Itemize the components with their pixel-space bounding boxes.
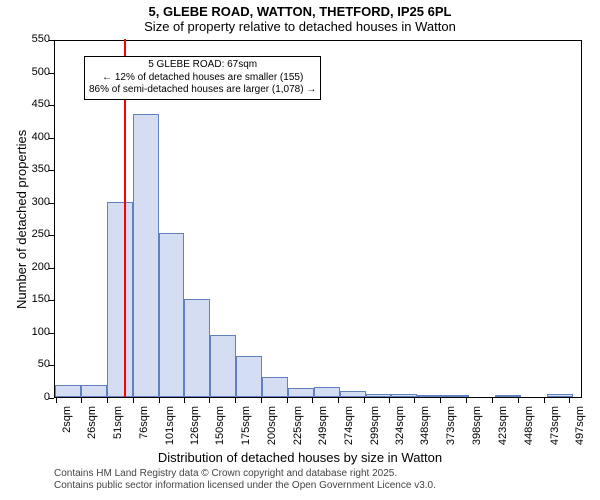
y-tick-label: 300 xyxy=(22,196,50,208)
y-tick-mark xyxy=(49,300,54,301)
annotation-line-2: ← 12% of detached houses are smaller (15… xyxy=(89,72,316,85)
attribution-line-2: Contains public sector information licen… xyxy=(54,480,436,492)
x-tick-label: 200sqm xyxy=(266,406,278,446)
x-tick-mark xyxy=(209,398,210,403)
y-tick-label: 500 xyxy=(22,66,50,78)
title-line-1: 5, GLEBE ROAD, WATTON, THETFORD, IP25 6P… xyxy=(0,4,600,19)
histogram-bar xyxy=(184,299,210,397)
title-line-2: Size of property relative to detached ho… xyxy=(0,19,600,34)
y-tick-mark xyxy=(49,40,54,41)
x-tick-mark xyxy=(440,398,441,403)
x-tick-label: 76sqm xyxy=(138,406,150,446)
histogram-bar xyxy=(443,395,469,397)
x-tick-mark xyxy=(56,398,57,403)
histogram-bar xyxy=(288,388,314,397)
histogram-bar xyxy=(107,202,133,397)
x-tick-mark xyxy=(287,398,288,403)
y-tick-label: 100 xyxy=(22,326,50,338)
histogram-bar xyxy=(391,394,417,397)
histogram-bar xyxy=(495,395,521,397)
y-tick-mark xyxy=(49,365,54,366)
x-tick-mark xyxy=(518,398,519,403)
x-tick-label: 373sqm xyxy=(445,406,457,446)
y-tick-mark xyxy=(49,73,54,74)
y-tick-label: 50 xyxy=(22,358,50,370)
histogram-bar xyxy=(366,394,392,397)
y-tick-label: 250 xyxy=(22,228,50,240)
y-tick-mark xyxy=(49,235,54,236)
x-tick-mark xyxy=(544,398,545,403)
x-tick-mark xyxy=(235,398,236,403)
x-tick-mark xyxy=(261,398,262,403)
x-axis-label: Distribution of detached houses by size … xyxy=(0,450,600,465)
attribution-line-1: Contains HM Land Registry data © Crown c… xyxy=(54,468,436,480)
x-tick-label: 101sqm xyxy=(164,406,176,446)
x-tick-mark xyxy=(81,398,82,403)
x-tick-mark xyxy=(338,398,339,403)
x-tick-label: 448sqm xyxy=(523,406,535,446)
x-tick-label: 497sqm xyxy=(574,406,586,446)
x-tick-label: 51sqm xyxy=(112,406,124,446)
y-tick-label: 550 xyxy=(22,33,50,45)
histogram-bar xyxy=(55,385,81,397)
x-tick-mark xyxy=(184,398,185,403)
histogram-bar xyxy=(236,356,262,397)
histogram-bar xyxy=(133,114,159,397)
y-tick-mark xyxy=(49,138,54,139)
x-tick-mark xyxy=(312,398,313,403)
y-tick-label: 0 xyxy=(22,391,50,403)
y-tick-mark xyxy=(49,398,54,399)
histogram-bar xyxy=(417,395,443,397)
x-tick-mark xyxy=(389,398,390,403)
x-tick-label: 274sqm xyxy=(343,406,355,446)
x-tick-mark xyxy=(414,398,415,403)
x-tick-label: 26sqm xyxy=(86,406,98,446)
x-tick-mark xyxy=(159,398,160,403)
annotation-line-3: 86% of semi-detached houses are larger (… xyxy=(89,84,316,97)
x-tick-label: 473sqm xyxy=(549,406,561,446)
y-tick-mark xyxy=(49,170,54,171)
y-tick-label: 350 xyxy=(22,163,50,175)
histogram-bar xyxy=(210,335,236,397)
y-tick-mark xyxy=(49,333,54,334)
x-tick-label: 249sqm xyxy=(317,406,329,446)
annotation-line-1: 5 GLEBE ROAD: 67sqm xyxy=(89,59,316,72)
x-tick-label: 423sqm xyxy=(497,406,509,446)
x-tick-label: 126sqm xyxy=(189,406,201,446)
y-tick-mark xyxy=(49,105,54,106)
y-axis-label: Number of detached properties xyxy=(14,130,29,309)
x-tick-mark xyxy=(364,398,365,403)
x-tick-label: 299sqm xyxy=(369,406,381,446)
x-tick-label: 225sqm xyxy=(292,406,304,446)
x-tick-label: 348sqm xyxy=(419,406,431,446)
x-tick-mark xyxy=(466,398,467,403)
x-tick-label: 150sqm xyxy=(214,406,226,446)
property-annotation: 5 GLEBE ROAD: 67sqm ← 12% of detached ho… xyxy=(84,56,321,100)
chart-title: 5, GLEBE ROAD, WATTON, THETFORD, IP25 6P… xyxy=(0,0,600,34)
x-tick-mark xyxy=(107,398,108,403)
histogram-bar xyxy=(262,377,288,397)
x-tick-mark xyxy=(492,398,493,403)
y-tick-mark xyxy=(49,203,54,204)
x-tick-label: 175sqm xyxy=(240,406,252,446)
histogram-bar xyxy=(159,233,185,397)
x-tick-mark xyxy=(133,398,134,403)
y-tick-label: 400 xyxy=(22,131,50,143)
histogram-bar xyxy=(547,394,573,397)
y-tick-mark xyxy=(49,268,54,269)
y-tick-label: 150 xyxy=(22,293,50,305)
histogram-bar xyxy=(314,387,340,397)
histogram-bar xyxy=(81,385,107,397)
x-tick-label: 398sqm xyxy=(471,406,483,446)
x-tick-mark xyxy=(569,398,570,403)
histogram-bar xyxy=(340,391,366,397)
x-tick-label: 324sqm xyxy=(394,406,406,446)
y-tick-label: 450 xyxy=(22,98,50,110)
y-tick-label: 200 xyxy=(22,261,50,273)
attribution-text: Contains HM Land Registry data © Crown c… xyxy=(54,468,436,492)
x-tick-label: 2sqm xyxy=(61,406,73,446)
